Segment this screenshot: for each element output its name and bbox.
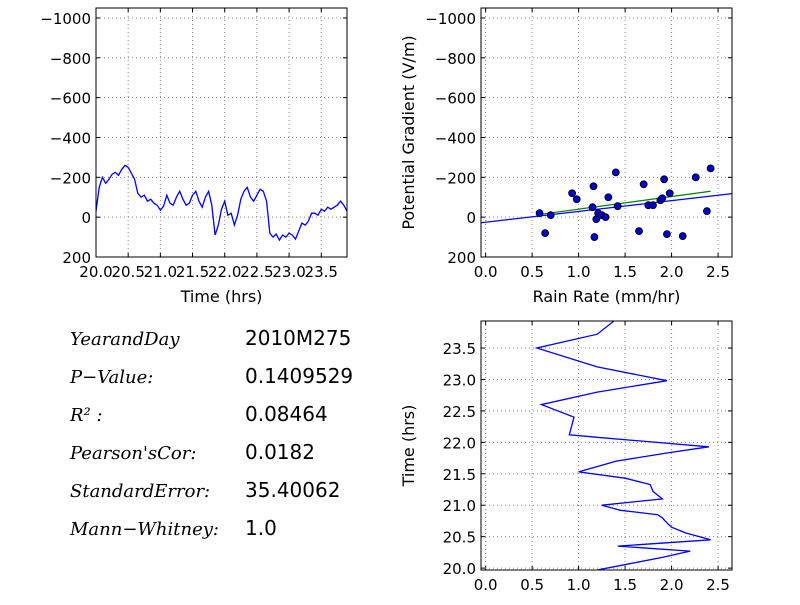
axes-frame [480, 7, 733, 258]
y-tick-label: −1000 [425, 10, 476, 28]
scatter-point [706, 164, 715, 173]
scatter-point [588, 203, 597, 212]
chart-panel-1: 20.020.521.021.522.022.523.023.5 −1000 −80… [40, 7, 348, 306]
y-axis-label: Potential Gradient (V/m) [399, 35, 418, 229]
x-axis-label: Time (hrs) [180, 287, 263, 306]
stat-label: Mann−Whitney: [69, 519, 219, 540]
chart-panel-2: 0.0 0.5 1.0 1.5 2.0 2.5 −1000 −800 −600 −400 −200 0… [399, 7, 733, 306]
x-tick-label: 1.5 [613, 263, 637, 281]
x-tick-label: 0.0 [474, 576, 498, 594]
y-tick-label: 20.5 [443, 529, 476, 547]
y-tick-label: 23.5 [443, 340, 476, 358]
axes-frame [95, 7, 348, 258]
y-tick-label: −200 [50, 169, 91, 187]
series-line [534, 321, 711, 570]
plot-area [534, 321, 711, 570]
x-tick-label: 21.0 [144, 263, 177, 281]
scatter-point [691, 173, 700, 182]
scatter-point [658, 194, 667, 203]
y-tick-label: 23.0 [443, 371, 476, 389]
series-line [96, 164, 347, 242]
scatter-point [572, 195, 581, 204]
x-tick-label: 20.0 [79, 263, 112, 281]
x-tick-label: 20.5 [111, 263, 144, 281]
y-tick-label: 21.5 [443, 466, 476, 484]
y-tick-label: −800 [50, 50, 91, 68]
scatter-point [604, 193, 613, 202]
scatter-point [635, 227, 643, 236]
scatter-point [611, 168, 620, 177]
y-tick-label: −400 [435, 129, 476, 147]
scatter-point [678, 232, 687, 240]
y-tick-label: 200 [62, 249, 91, 267]
stat-label: P−Value: [69, 367, 153, 388]
regression-line [481, 193, 732, 224]
x-tick-label: 2.0 [660, 576, 684, 594]
x-axis-label: Rain Rate (mm/hr) [533, 287, 681, 306]
y-tick-label: −800 [435, 50, 476, 68]
stat-value: 35.40062 [245, 478, 340, 502]
x-tick-label: 0.5 [520, 263, 544, 281]
x-tick-label: 21.5 [176, 263, 209, 281]
x-tick-label: 0.5 [520, 576, 544, 594]
x-tick-label: 22.0 [208, 263, 241, 281]
stat-value: 0.08464 [245, 402, 328, 426]
y-axis-label: Time (hrs) [399, 405, 418, 488]
y-tick-label: 21.0 [443, 497, 476, 515]
x-tick-label: 2.0 [660, 263, 684, 281]
chart-panel-3: 0.0 0.5 1.0 1.5 2.0 2.5 20.0 20.5 21.0 21.5 22.0 22… [399, 320, 733, 594]
stat-value: 0.0182 [245, 440, 315, 464]
y-tick-label: 22.5 [443, 403, 476, 421]
scatter-point [546, 211, 555, 220]
scatter-point [665, 189, 674, 198]
y-tick-label: −600 [435, 90, 476, 108]
scatter-point [590, 233, 599, 241]
scatter-point [541, 229, 550, 237]
x-tick-label: 2.5 [706, 263, 730, 281]
scatter-point [703, 207, 711, 216]
y-tick-label: −1000 [40, 10, 91, 28]
scatter-point [568, 189, 577, 198]
scatter-point [639, 180, 648, 189]
x-tick-label: 23.5 [305, 263, 338, 281]
scatter-point [535, 209, 544, 218]
scatter-point [589, 182, 598, 191]
scatter-point [613, 202, 622, 211]
x-tick-label: 23.0 [272, 263, 305, 281]
x-tick-label: 1.0 [567, 576, 591, 594]
y-tick-label: 0 [81, 209, 91, 227]
y-tick-label: 200 [447, 249, 476, 267]
stats-table: YearandDay 2010M275 P−Value: 0.1409529 R² : 0… [69, 326, 353, 540]
plot-area [481, 164, 732, 241]
y-tick-label: −200 [435, 169, 476, 187]
stat-label: Pearson'sCor: [69, 443, 196, 464]
stat-label: StandardError: [70, 481, 210, 502]
stat-label: R² : [69, 405, 103, 426]
stat-value: 2010M275 [245, 326, 351, 350]
stat-value: 1.0 [245, 516, 277, 540]
scatter-point [649, 201, 657, 210]
y-tick-label: −600 [50, 90, 91, 108]
y-tick-label: 0 [466, 209, 476, 227]
fit-line [541, 190, 711, 215]
y-tick-label: −400 [50, 129, 91, 147]
x-tick-label: 2.5 [706, 576, 730, 594]
scatter-point [660, 175, 669, 184]
scatter-point [663, 230, 671, 238]
scatter-point [601, 213, 610, 222]
x-tick-label: 1.0 [567, 263, 591, 281]
x-tick-label: 22.5 [240, 263, 273, 281]
x-tick-label: 1.5 [613, 576, 637, 594]
y-tick-label: 22.0 [443, 434, 476, 452]
y-tick-label: 20.0 [443, 560, 476, 578]
axes-frame [480, 320, 733, 571]
stat-label: YearandDay [70, 329, 180, 350]
stat-value: 0.1409529 [245, 364, 353, 388]
x-tick-label: 0.0 [474, 263, 498, 281]
plot-area [96, 164, 347, 242]
